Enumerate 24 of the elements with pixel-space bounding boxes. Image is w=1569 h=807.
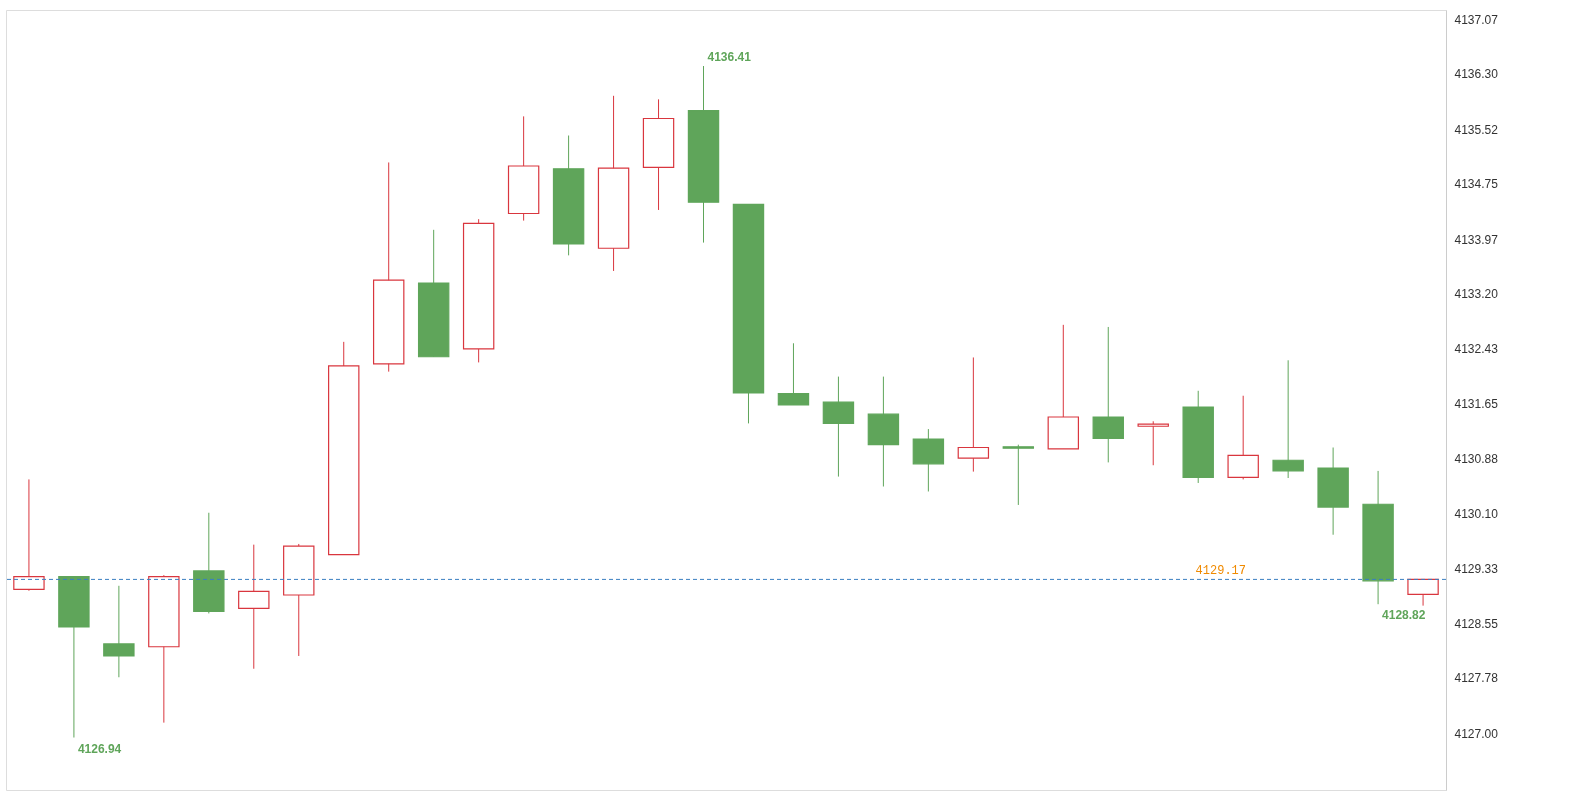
y-tick-label: 4134.75 <box>1454 177 1499 192</box>
candlestick <box>1002 444 1035 506</box>
y-tick-label: 4127.00 <box>1454 726 1499 741</box>
candlestick <box>13 478 45 592</box>
y-tick-label: 4129.33 <box>1454 561 1499 576</box>
candlestick <box>103 585 135 678</box>
y-tick-label: 4131.65 <box>1454 397 1499 412</box>
candlestick <box>1137 420 1169 466</box>
annotation: 4128.82 <box>1382 608 1426 623</box>
annotation: 4126.94 <box>77 741 122 756</box>
y-tick-label: 4130.88 <box>1454 451 1499 466</box>
y-tick-label: 4133.20 <box>1454 287 1499 302</box>
y-tick-label: 4137.07 <box>1454 12 1499 27</box>
ref-line-label: 4129.17 <box>1195 564 1246 579</box>
annotation: 4136.41 <box>707 50 752 65</box>
y-tick-label: 4127.78 <box>1454 671 1499 686</box>
candlestick <box>957 356 990 473</box>
y-tick-label: 4130.10 <box>1454 506 1499 521</box>
y-tick-label: 4128.55 <box>1454 616 1499 631</box>
y-tick-label: 4135.52 <box>1454 122 1499 137</box>
candlestick <box>1272 359 1304 479</box>
y-tick-label: 4136.30 <box>1454 67 1499 82</box>
y-tick-label: 4132.43 <box>1454 341 1499 356</box>
y-tick-label: 4133.97 <box>1454 232 1499 247</box>
